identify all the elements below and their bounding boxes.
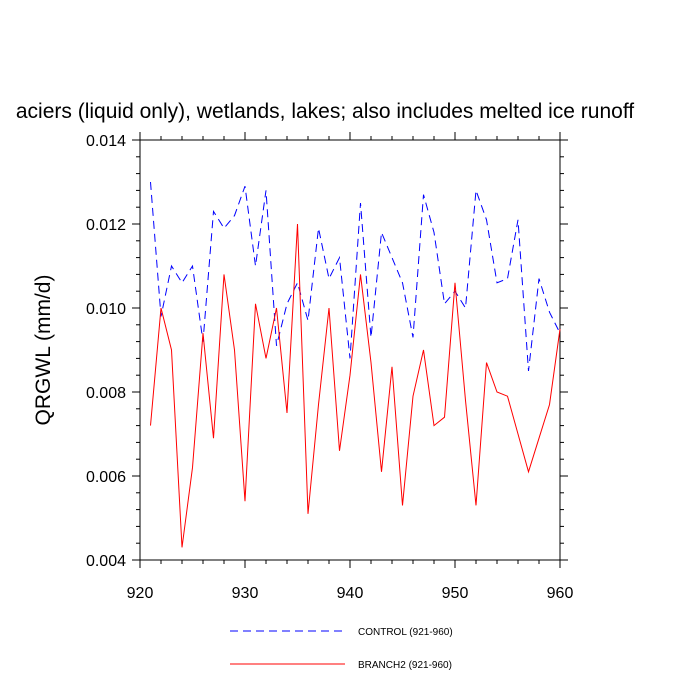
legend: CONTROL (921-960) BRANCH2 (921-960)	[230, 627, 453, 671]
x-tick-label: 960	[547, 585, 574, 602]
x-tick-labels: 920 930 940 950 960	[127, 585, 574, 602]
plot-border	[139, 139, 561, 561]
y-tick-label: 0.008	[86, 385, 126, 402]
branch2-series-line	[150, 223, 561, 548]
y-axis-title: QRGWL (mm/d)	[32, 275, 55, 426]
y-tick-label: 0.006	[86, 469, 126, 486]
y-tick-label: 0.014	[86, 133, 126, 150]
y-tick-label: 0.004	[86, 553, 126, 570]
legend-branch2-label: BRANCH2 (921-960)	[358, 660, 452, 671]
x-tick-label: 930	[232, 585, 259, 602]
x-tick-label: 940	[337, 585, 364, 602]
control-series-line	[150, 181, 561, 372]
x-tick-label: 950	[442, 585, 469, 602]
series-lines	[150, 181, 561, 548]
plot-frame	[139, 139, 561, 561]
x-tick-label: 920	[127, 585, 154, 602]
legend-control-label: CONTROL (921-960)	[358, 627, 453, 638]
y-tick-label: 0.012	[86, 217, 126, 234]
y-tick-labels: 0.004 0.006 0.008 0.010 0.012 0.014	[86, 133, 126, 570]
axis-ticks	[132, 132, 568, 568]
y-tick-label: 0.010	[86, 301, 126, 318]
chart-title: aciers (liquid only), wetlands, lakes; a…	[16, 100, 634, 123]
